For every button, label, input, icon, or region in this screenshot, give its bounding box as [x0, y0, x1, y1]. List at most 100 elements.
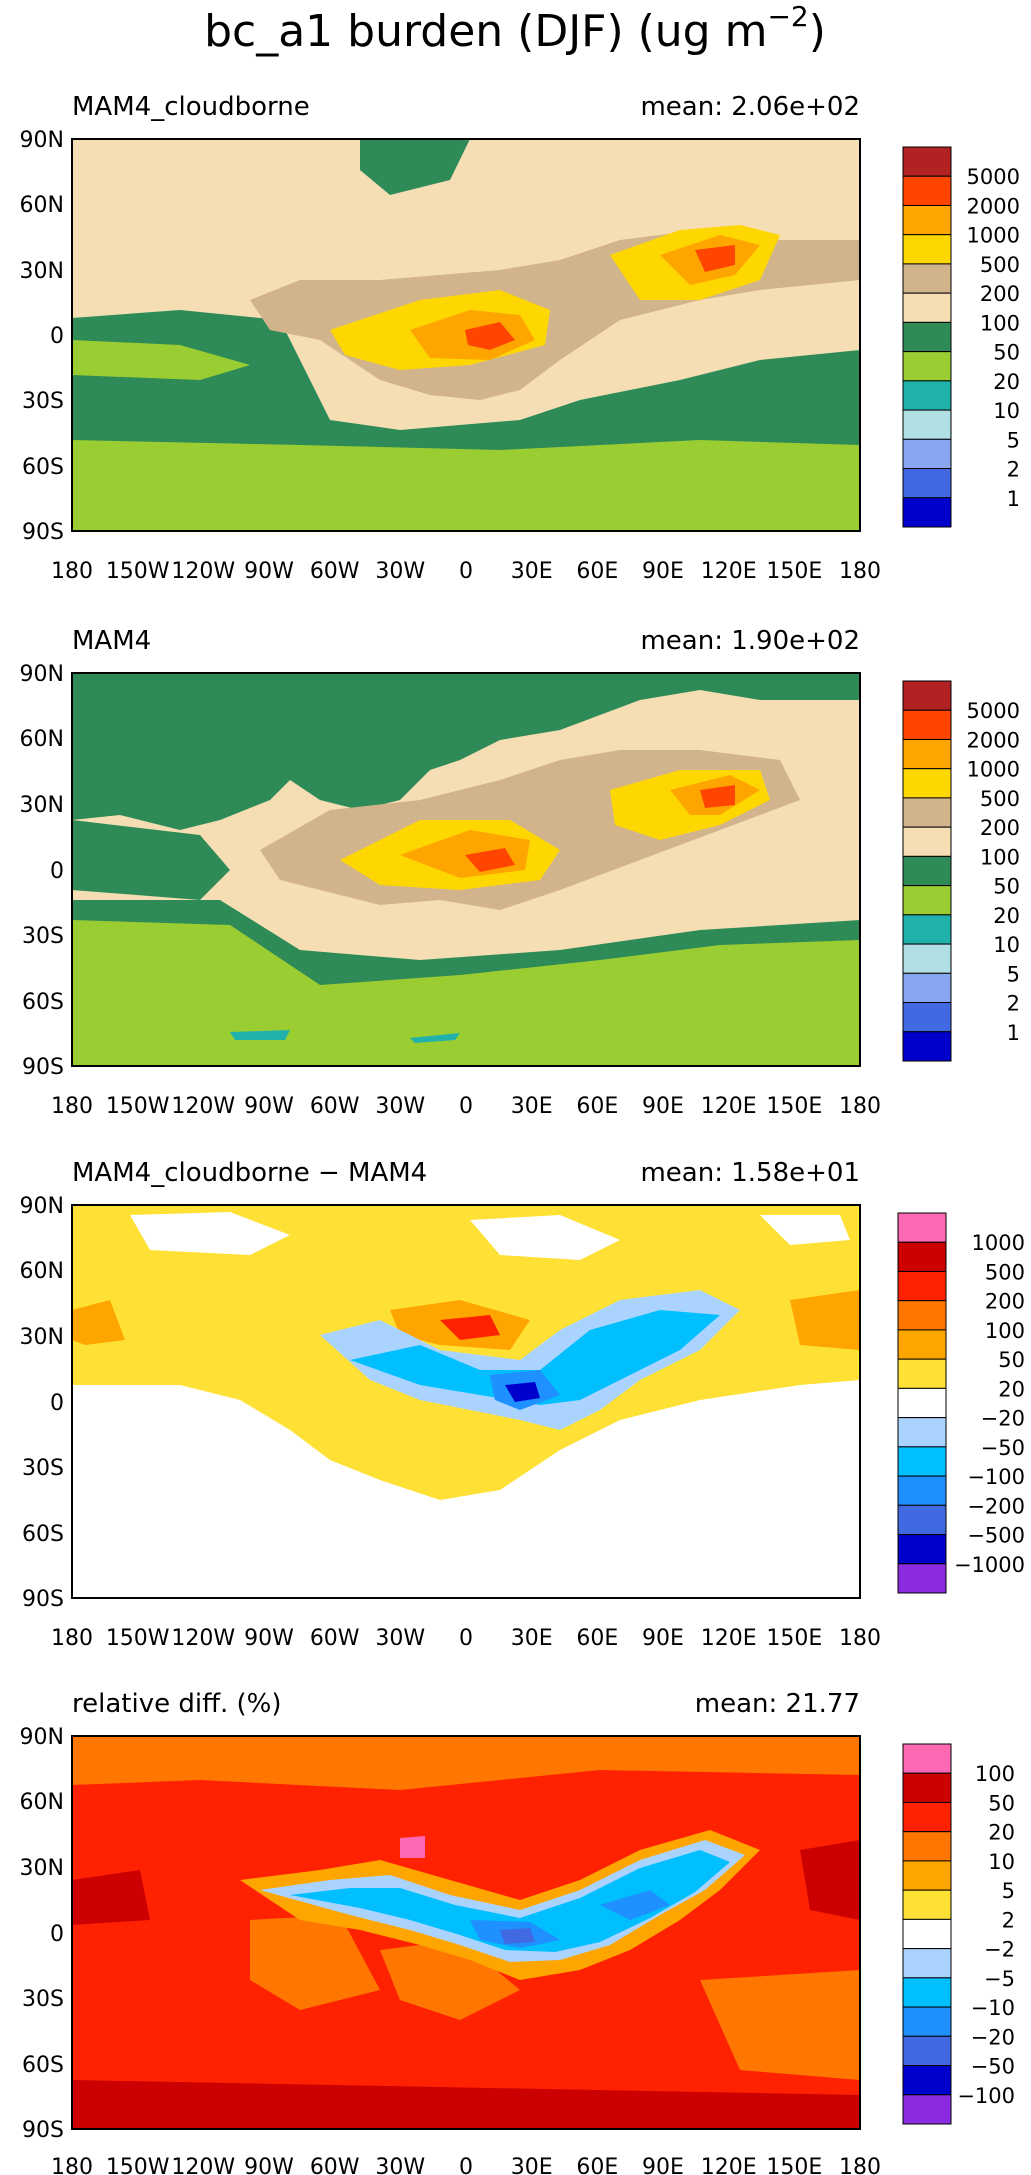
x-tick-label: 60W: [310, 1094, 360, 1119]
colorbar-label: 20: [993, 904, 1020, 928]
contour-2000-africa: [465, 848, 515, 872]
colorbar-label: 2: [1007, 458, 1020, 482]
colorbar-label: 1000: [967, 758, 1020, 782]
colorbar-label: 10: [988, 1850, 1015, 1874]
x-tick-labels: 180 150W 120W 90W 60W 30W 0 30E 60E 90E …: [51, 2155, 881, 2175]
colorbar-swatch: [902, 1743, 952, 1774]
x-tick-label: 0: [459, 559, 473, 584]
x-tick-label: 120E: [701, 2155, 757, 2175]
colorbar-swatch: [902, 263, 952, 294]
x-tick-label: 90E: [642, 2155, 684, 2175]
figure-title-close: ): [809, 6, 826, 57]
x-tick-label: 180: [51, 559, 93, 584]
x-tick-label: 150W: [106, 2155, 170, 2175]
colorbar-swatch: [897, 1358, 947, 1389]
y-tick-label: 90N: [20, 1725, 64, 1750]
y-tick-label: 60S: [22, 990, 64, 1015]
y-tick-labels: 90N 60N 30N 0 30S 60S 90S: [20, 128, 64, 545]
colorbar-label: 10: [993, 399, 1020, 423]
panel-mean: mean: 2.06e+02: [640, 92, 860, 122]
figure-title-exponent: −2: [767, 0, 808, 33]
colorbar-swatch: [902, 1889, 952, 1920]
panel-mean: mean: 1.58e+01: [640, 1158, 860, 1188]
colorbar-label: 50: [993, 875, 1020, 899]
x-tick-label: 150W: [106, 1094, 170, 1119]
contour-10-patch: [380, 1940, 520, 2020]
colorbar-swatch: [902, 943, 952, 974]
contour-20-patch: [72, 340, 250, 380]
contour-10-band: [72, 1736, 860, 1790]
x-tick-label: 30W: [375, 2155, 425, 2175]
x-tick-label: 180: [839, 1626, 881, 1651]
colorbar-swatch: [897, 1417, 947, 1448]
y-tick-label: 30S: [22, 389, 64, 414]
panel-title: relative diff. (%): [72, 1689, 282, 1719]
panel-difference: MAM4_cloudborne − MAM4 mean: 1.58e+01 18…: [20, 1158, 1025, 1651]
y-tick-label: 60S: [22, 1522, 64, 1547]
contour-10-patch: [250, 1915, 380, 2010]
x-tick-label: 0: [459, 1094, 473, 1119]
x-tick-label: 180: [839, 1094, 881, 1119]
colorbar-swatch: [902, 321, 952, 353]
colorbar-swatch: [902, 1918, 952, 1950]
colorbar: 1000 500 200 100 50 20 −20 −50 −100 −200…: [897, 1212, 1025, 1594]
contour-50-patch: [72, 2080, 860, 2129]
colorbar-label: 1000: [972, 1231, 1025, 1255]
colorbar-swatch: [897, 1563, 947, 1594]
contour-10-patch: [700, 1970, 860, 2080]
y-tick-label: 90S: [22, 1055, 64, 1080]
colorbar-swatch: [902, 738, 952, 770]
contour-10-patch: [410, 1033, 460, 1043]
x-tick-label: 150W: [106, 559, 170, 584]
colorbar-label: 100: [980, 311, 1020, 335]
x-tick-label: 180: [839, 559, 881, 584]
x-tick-label: 30W: [375, 1094, 425, 1119]
contour-100-patch: [790, 1290, 860, 1350]
colorbar-label: 5: [1007, 428, 1020, 452]
y-tick-labels: 90N 60N 30N 0 30S 60S 90S: [20, 1725, 64, 2143]
x-tick-label: 90W: [244, 559, 294, 584]
contour-10-patch: [230, 1030, 290, 1040]
colorbar-swatch: [897, 1241, 947, 1272]
colorbar-swatch: [902, 680, 952, 711]
colorbar-swatch: [902, 972, 952, 1004]
x-tick-label: 150E: [766, 1626, 822, 1651]
y-tick-label: 30S: [22, 1456, 64, 1481]
colorbar-swatch: [902, 826, 952, 857]
colorbar-swatch: [897, 1534, 947, 1565]
colorbar-swatch: [902, 797, 952, 828]
x-tick-label: 90E: [642, 1094, 684, 1119]
contour-minus-20-band: [600, 1890, 670, 1920]
map-frame: [71, 672, 861, 1067]
colorbar-label: 500: [980, 253, 1020, 277]
contour-below-20-arctic: [130, 1212, 290, 1255]
colorbar-label: 1000: [967, 224, 1020, 248]
colorbar-swatch: [897, 1475, 947, 1506]
contour-200-africa: [440, 1315, 500, 1340]
y-tick-label: 30N: [20, 793, 64, 818]
colorbar-label: −200: [967, 1494, 1025, 1518]
y-tick-label: 30S: [22, 1987, 64, 2012]
colorbar-swatch: [902, 2065, 952, 2096]
contour-20-south: [72, 920, 860, 1066]
colorbar-swatch: [902, 438, 952, 470]
contour-100-patch: [400, 1836, 425, 1858]
x-tick-label: 150W: [106, 1626, 170, 1651]
y-tick-labels: 90N 60N 30N 0 30S 60S 90S: [20, 662, 64, 1080]
colorbar-label: 50: [993, 341, 1020, 365]
colorbar-swatch: [902, 1860, 952, 1891]
x-tick-label: 90W: [244, 2155, 294, 2175]
x-tick-label: 60E: [576, 1626, 618, 1651]
colorbar-swatch: [897, 1300, 947, 1331]
colorbar-label: −20: [981, 1407, 1025, 1431]
colorbar-swatch: [897, 1504, 947, 1536]
colorbar-label: 20: [993, 370, 1020, 394]
colorbar-swatch: [902, 234, 952, 265]
panel-mean: mean: 21.77: [695, 1689, 860, 1719]
y-tick-label: 30S: [22, 924, 64, 949]
map-frame: [71, 1735, 861, 2130]
x-tick-label: 60E: [576, 1094, 618, 1119]
colorbar-swatch: [902, 204, 952, 236]
colorbar-label: 500: [985, 1261, 1025, 1285]
colorbar-label: 5000: [967, 699, 1020, 723]
